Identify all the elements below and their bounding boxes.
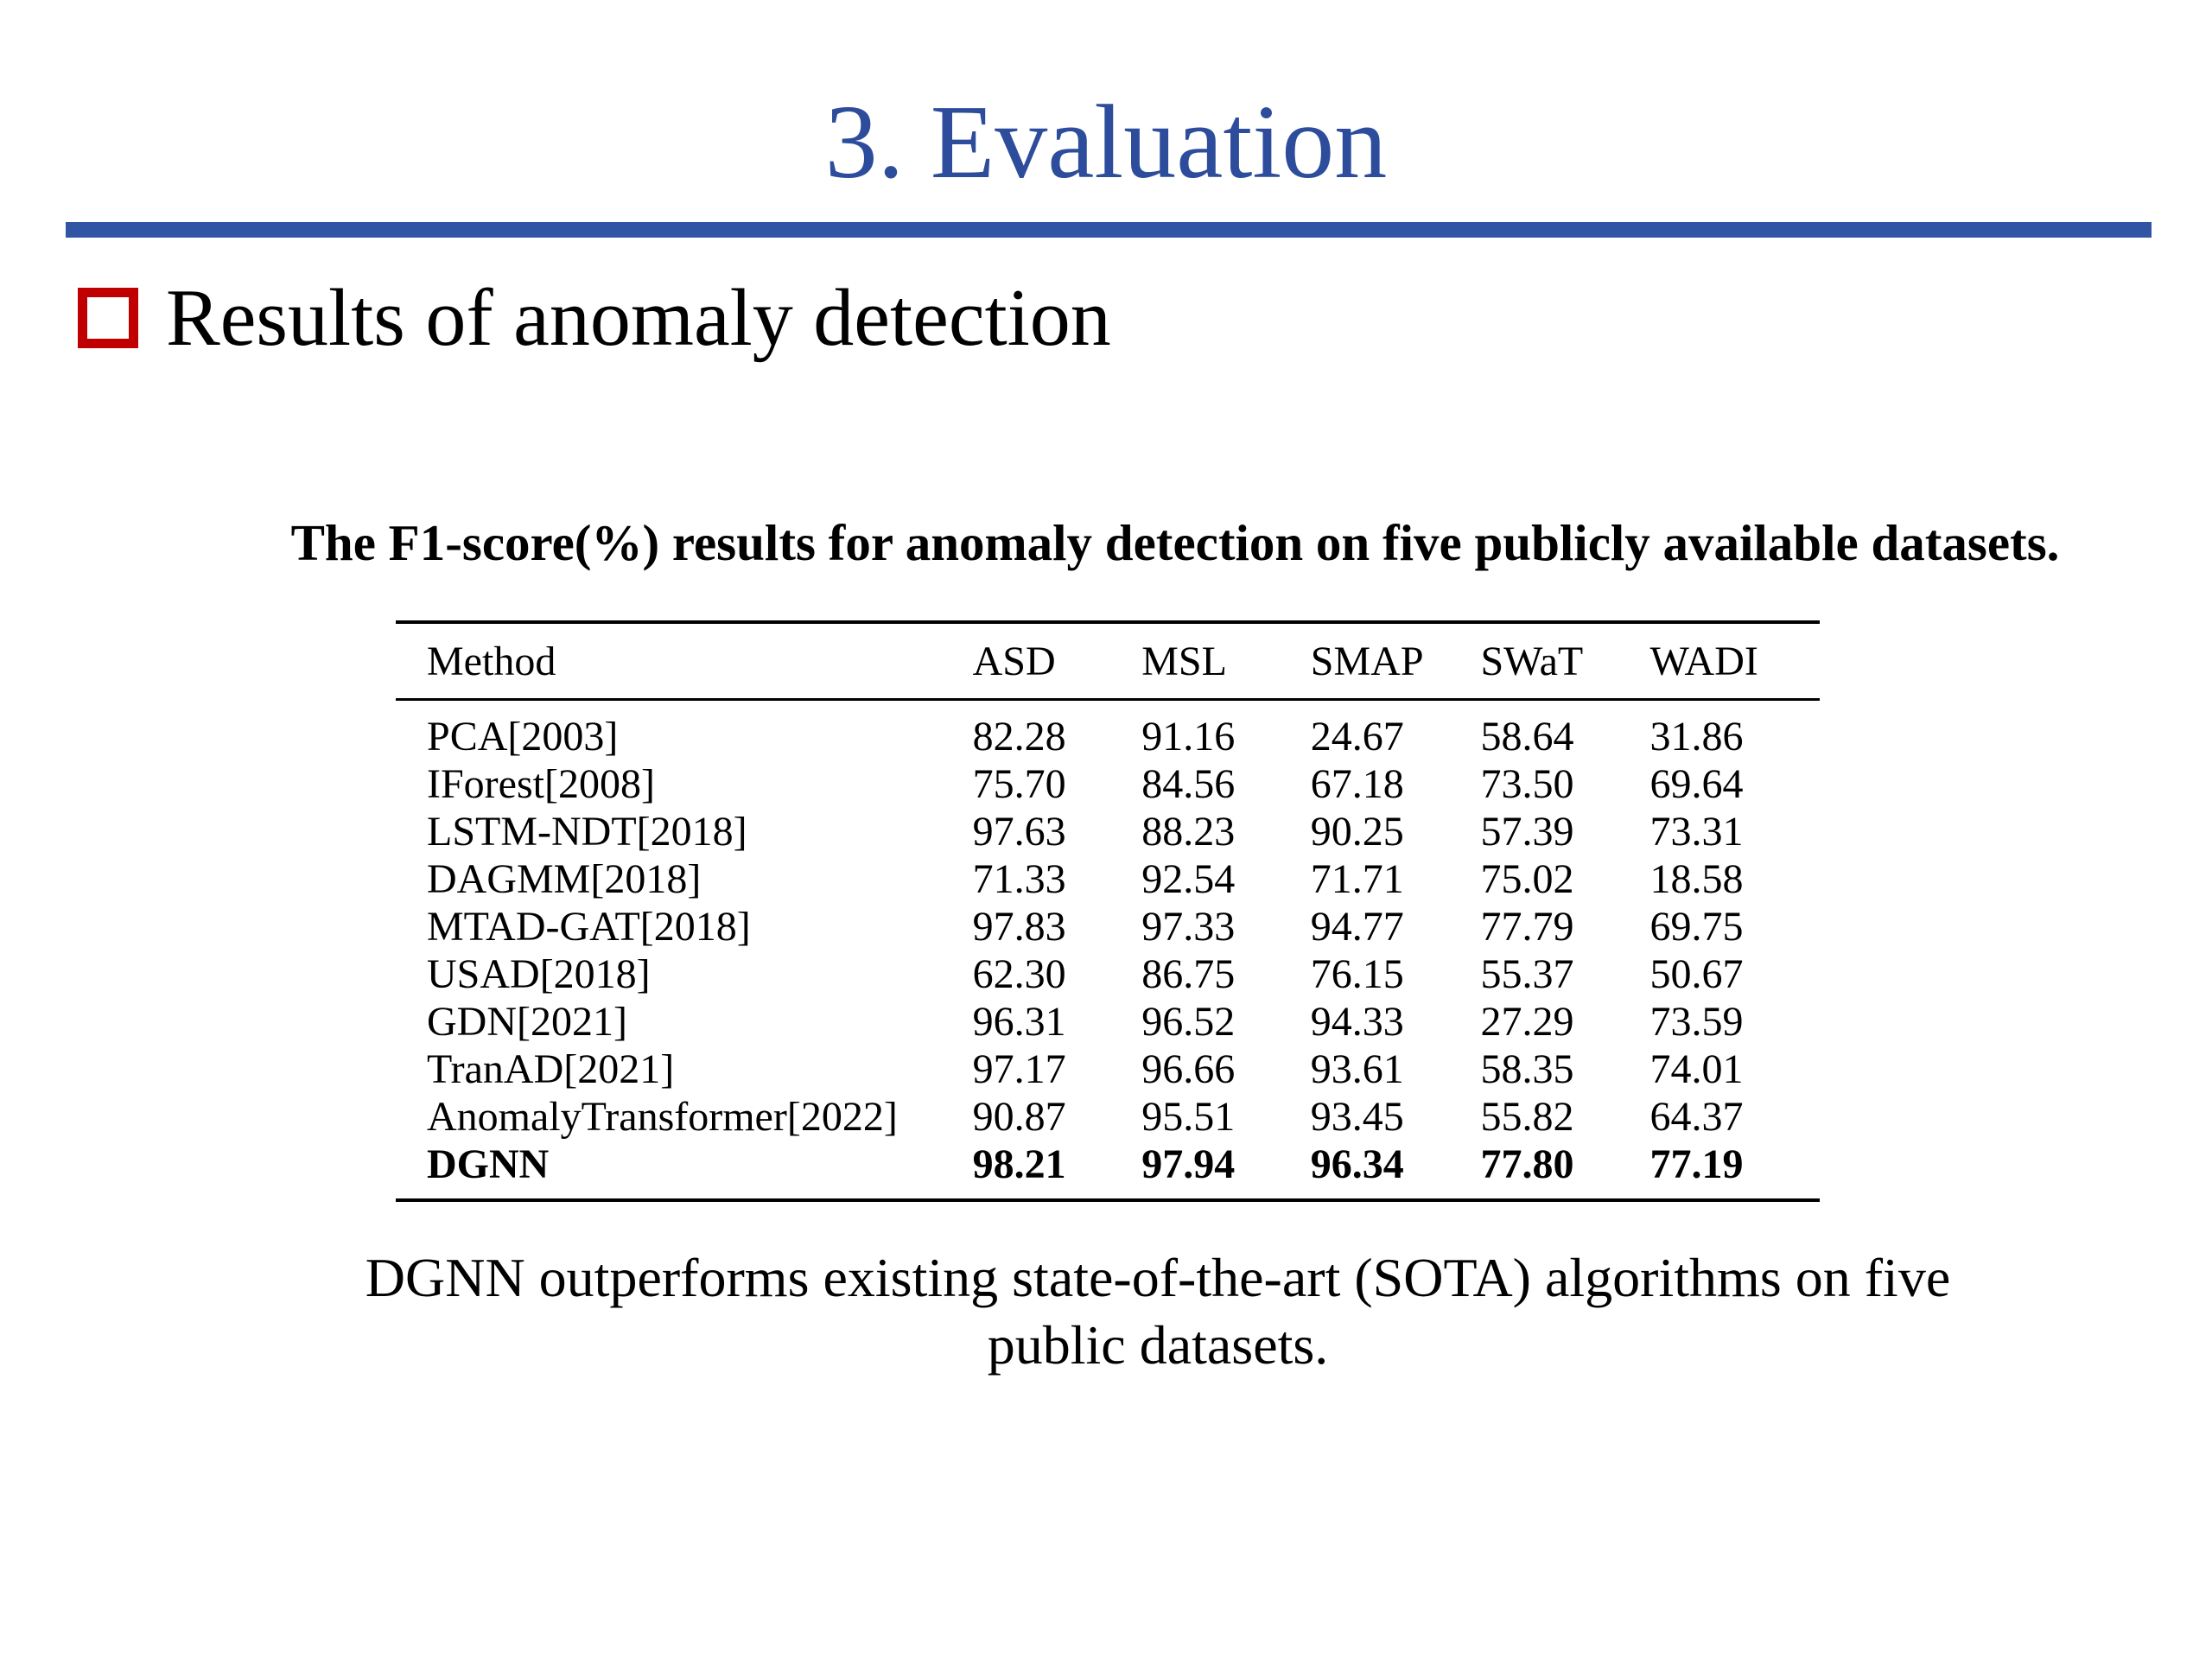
score-cell: 69.75 bbox=[1649, 904, 1744, 950]
score-cell: 71.71 bbox=[1310, 856, 1404, 902]
score-cell: 73.50 bbox=[1480, 761, 1574, 807]
score-cell: 97.63 bbox=[972, 809, 1066, 855]
score-cell: 88.23 bbox=[1141, 809, 1236, 855]
column-header-asd: ASD bbox=[972, 638, 1056, 684]
column-header-method: Method bbox=[427, 638, 556, 684]
method-cell: GDN[2021] bbox=[427, 999, 627, 1045]
score-cell: 71.33 bbox=[972, 856, 1066, 902]
score-cell: 50.67 bbox=[1649, 951, 1744, 997]
score-cell: 91.16 bbox=[1141, 714, 1236, 760]
score-cell: 84.56 bbox=[1141, 761, 1236, 807]
score-cell: 77.79 bbox=[1480, 904, 1574, 950]
method-cell: LSTM-NDT[2018] bbox=[427, 809, 747, 855]
table-body: PCA[2003] 82.28 91.16 24.67 58.64 31.86 … bbox=[396, 700, 1820, 1200]
score-cell: 75.02 bbox=[1480, 856, 1574, 902]
score-cell: 77.19 bbox=[1649, 1141, 1744, 1187]
section-heading: Results of anomaly detection bbox=[78, 266, 1111, 370]
column-header-wadi: WADI bbox=[1649, 638, 1758, 684]
square-bullet-icon bbox=[78, 288, 138, 348]
summary-line-1: DGNN outperforms existing state-of-the-a… bbox=[365, 1247, 1951, 1308]
table-row: MTAD-GAT[2018] 97.83 97.33 94.77 77.79 6… bbox=[396, 903, 1820, 950]
table-row: AnomalyTransformer[2022] 90.87 95.51 93.… bbox=[396, 1093, 1820, 1141]
score-cell: 55.82 bbox=[1480, 1094, 1574, 1140]
summary-text: DGNN outperforms existing state-of-the-a… bbox=[0, 1244, 2212, 1379]
score-cell: 73.59 bbox=[1649, 999, 1744, 1045]
score-cell: 67.18 bbox=[1310, 761, 1404, 807]
table-row: USAD[2018] 62.30 86.75 76.15 55.37 50.67 bbox=[396, 950, 1820, 998]
score-cell: 97.83 bbox=[972, 904, 1066, 950]
score-cell: 18.58 bbox=[1649, 856, 1744, 902]
results-table: Method ASD MSL SMAP SWaT WADI PCA[2003] … bbox=[396, 620, 1820, 1202]
column-header-smap: SMAP bbox=[1310, 638, 1424, 684]
table-caption: The F1-score(%) results for anomaly dete… bbox=[290, 514, 2060, 571]
score-cell: 57.39 bbox=[1480, 809, 1574, 855]
section-heading-text: Results of anomaly detection bbox=[166, 273, 1111, 363]
method-cell: DAGMM[2018] bbox=[427, 856, 702, 902]
score-cell: 62.30 bbox=[972, 951, 1066, 997]
score-cell: 95.51 bbox=[1141, 1094, 1236, 1140]
method-cell: MTAD-GAT[2018] bbox=[427, 904, 751, 950]
score-cell: 74.01 bbox=[1649, 1046, 1744, 1092]
score-cell: 55.37 bbox=[1480, 951, 1574, 997]
table-row: TranAD[2021] 97.17 96.66 93.61 58.35 74.… bbox=[396, 1046, 1820, 1093]
slide-title: 3. Evaluation bbox=[824, 84, 1388, 200]
method-cell: AnomalyTransformer[2022] bbox=[427, 1094, 898, 1140]
score-cell: 24.67 bbox=[1310, 714, 1404, 760]
table-header-row: Method ASD MSL SMAP SWaT WADI bbox=[396, 622, 1820, 700]
table-row: IForest[2008] 75.70 84.56 67.18 73.50 69… bbox=[396, 760, 1820, 808]
score-cell: 86.75 bbox=[1141, 951, 1236, 997]
method-cell: TranAD[2021] bbox=[427, 1046, 675, 1092]
score-cell: 96.31 bbox=[972, 999, 1066, 1045]
score-cell: 58.64 bbox=[1480, 714, 1574, 760]
method-cell: IForest[2008] bbox=[427, 761, 655, 807]
score-cell: 94.77 bbox=[1310, 904, 1404, 950]
method-cell: PCA[2003] bbox=[427, 714, 619, 760]
score-cell: 90.25 bbox=[1310, 809, 1404, 855]
score-cell: 27.29 bbox=[1480, 999, 1574, 1045]
score-cell: 96.52 bbox=[1141, 999, 1236, 1045]
score-cell: 75.70 bbox=[972, 761, 1066, 807]
results-table-container: Method ASD MSL SMAP SWaT WADI PCA[2003] … bbox=[396, 620, 1820, 1202]
table-row: DAGMM[2018] 71.33 92.54 71.71 75.02 18.5… bbox=[396, 855, 1820, 903]
method-cell: USAD[2018] bbox=[427, 951, 651, 997]
score-cell: 92.54 bbox=[1141, 856, 1236, 902]
score-cell: 97.94 bbox=[1141, 1141, 1236, 1187]
score-cell: 93.61 bbox=[1310, 1046, 1404, 1092]
score-cell: 31.86 bbox=[1649, 714, 1744, 760]
score-cell: 94.33 bbox=[1310, 999, 1404, 1045]
score-cell: 69.64 bbox=[1649, 761, 1744, 807]
score-cell: 97.33 bbox=[1141, 904, 1236, 950]
score-cell: 82.28 bbox=[972, 714, 1066, 760]
score-cell: 77.80 bbox=[1480, 1141, 1574, 1187]
table-row: PCA[2003] 82.28 91.16 24.67 58.64 31.86 bbox=[396, 700, 1820, 761]
table-row: LSTM-NDT[2018] 97.63 88.23 90.25 57.39 7… bbox=[396, 808, 1820, 855]
score-cell: 96.66 bbox=[1141, 1046, 1236, 1092]
table-row: GDN[2021] 96.31 96.52 94.33 27.29 73.59 bbox=[396, 998, 1820, 1046]
score-cell: 76.15 bbox=[1310, 951, 1404, 997]
score-cell: 73.31 bbox=[1649, 809, 1744, 855]
score-cell: 93.45 bbox=[1310, 1094, 1404, 1140]
score-cell: 58.35 bbox=[1480, 1046, 1574, 1092]
method-cell: DGNN bbox=[427, 1141, 550, 1187]
score-cell: 97.17 bbox=[972, 1046, 1066, 1092]
score-cell: 90.87 bbox=[972, 1094, 1066, 1140]
score-cell: 98.21 bbox=[972, 1141, 1066, 1187]
score-cell: 64.37 bbox=[1649, 1094, 1744, 1140]
summary-line-2: public datasets. bbox=[987, 1314, 1329, 1376]
score-cell: 96.34 bbox=[1310, 1141, 1404, 1187]
title-divider bbox=[66, 222, 2152, 238]
column-header-swat: SWaT bbox=[1480, 638, 1584, 684]
table-row-best-method: DGNN 98.21 97.94 96.34 77.80 77.19 bbox=[396, 1141, 1820, 1200]
column-header-msl: MSL bbox=[1141, 638, 1227, 684]
